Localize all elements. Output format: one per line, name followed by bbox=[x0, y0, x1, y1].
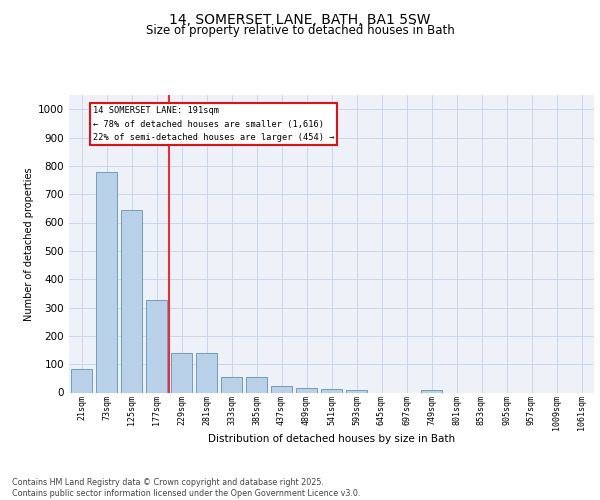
Text: Contains HM Land Registry data © Crown copyright and database right 2025.
Contai: Contains HM Land Registry data © Crown c… bbox=[12, 478, 361, 498]
Bar bbox=[71, 370, 92, 392]
Bar bbox=[421, 390, 442, 392]
Bar bbox=[171, 353, 192, 393]
Bar bbox=[221, 377, 242, 392]
Text: 14 SOMERSET LANE: 191sqm
← 78% of detached houses are smaller (1,616)
22% of sem: 14 SOMERSET LANE: 191sqm ← 78% of detach… bbox=[93, 106, 334, 142]
Bar bbox=[271, 386, 292, 392]
Y-axis label: Number of detached properties: Number of detached properties bbox=[24, 167, 34, 320]
Bar bbox=[296, 388, 317, 392]
Bar bbox=[346, 390, 367, 392]
X-axis label: Distribution of detached houses by size in Bath: Distribution of detached houses by size … bbox=[208, 434, 455, 444]
Bar bbox=[146, 300, 167, 392]
Bar bbox=[246, 377, 267, 392]
Bar bbox=[196, 353, 217, 393]
Bar bbox=[321, 389, 342, 392]
Text: 14, SOMERSET LANE, BATH, BA1 5SW: 14, SOMERSET LANE, BATH, BA1 5SW bbox=[169, 12, 431, 26]
Bar bbox=[121, 210, 142, 392]
Text: Size of property relative to detached houses in Bath: Size of property relative to detached ho… bbox=[146, 24, 454, 37]
Bar bbox=[96, 172, 117, 392]
